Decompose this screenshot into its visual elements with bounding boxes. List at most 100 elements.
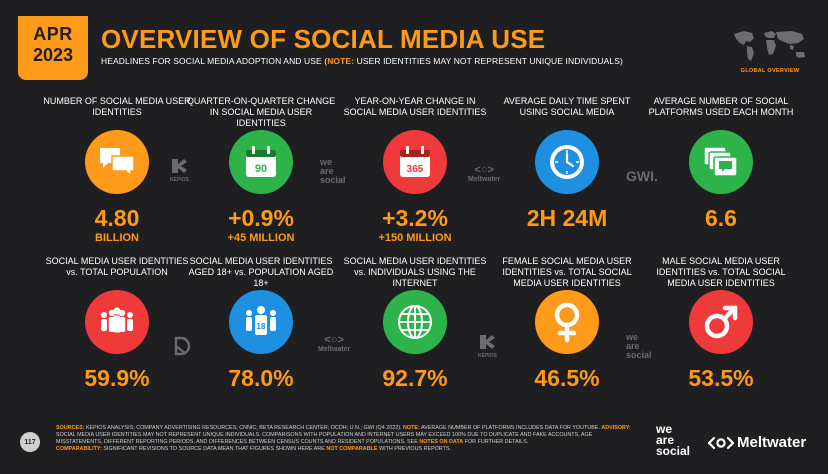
meltwater-text: Meltwater (468, 176, 501, 183)
gwi-logo: GWI. (626, 168, 658, 184)
was-line-1: we (626, 332, 639, 342)
stat-value: 53.5% (688, 365, 754, 391)
meltwater-text: Meltwater (318, 346, 351, 353)
datareportal-logo (172, 334, 192, 358)
stat-subvalue: BILLION (95, 232, 139, 244)
subtitle-note-label: NOTE: (327, 56, 355, 66)
stat-label: AVERAGE NUMBER OF SOCIAL PLATFORMS USED … (648, 96, 794, 117)
advisory-end: FOR FURTHER DETAILS. (463, 439, 529, 445)
logo-line-2: are (656, 433, 675, 447)
subtitle-main: HEADLINES FOR SOCIAL MEDIA ADOPTION AND … (101, 56, 328, 66)
globe-icon (398, 305, 432, 339)
calendar-number: 90 (255, 163, 267, 175)
page-title: OVERVIEW OF SOCIAL MEDIA USE (101, 24, 546, 54)
was-line-3: social (626, 350, 652, 360)
speech-bubbles-icon (100, 148, 135, 178)
page-number: 117 (20, 432, 40, 452)
kepios-text: KEPIOS (478, 353, 497, 359)
comparability-label: COMPARABILITY: (56, 446, 102, 452)
stat-card-female: FEMALE SOCIAL MEDIA USER IDENTITIES vs. … (492, 256, 642, 390)
world-map-icon (734, 31, 805, 61)
footer-sources: SOURCES: KEPIOS ANALYSIS; COMPANY ADVERT… (56, 425, 636, 453)
kepios-text: KEPIOS (170, 177, 189, 183)
we-are-social-logo-2: we are social (626, 333, 652, 360)
stat-card-vs-population: SOCIAL MEDIA USER IDENTITIES vs. TOTAL P… (42, 256, 192, 390)
advisory-label: ADVISORY: (601, 425, 631, 431)
stat-icon-circle (689, 130, 753, 194)
stat-icon-circle: 90 (229, 130, 293, 194)
comparability-text: SIGNIFICANT REVISIONS TO SOURCE DATA MEA… (101, 446, 327, 452)
stat-value: 46.5% (534, 365, 600, 391)
map-label: GLOBAL OVERVIEW (740, 68, 800, 74)
was-line-1: we (320, 157, 333, 167)
meltwater-mark-icon: <○> (474, 164, 494, 176)
page-subtitle: HEADLINES FOR SOCIAL MEDIA ADOPTION AND … (101, 56, 623, 66)
stacked-windows-icon (703, 146, 738, 177)
meltwater-logo-2: <○> Meltwater (318, 334, 351, 354)
stat-card-vs-internet: SOCIAL MEDIA USER IDENTITIES vs. INDIVID… (340, 256, 490, 390)
note-label: NOTE: (402, 425, 420, 431)
stat-value: 4.80 (94, 205, 140, 231)
stat-icon-circle (689, 290, 753, 354)
stat-icon-circle: 365 (383, 130, 447, 194)
stat-icon-circle (535, 290, 599, 354)
stat-value: +0.9% (228, 205, 294, 231)
subtitle-note: USER IDENTITIES MAY NOT REPRESENT UNIQUE… (354, 56, 623, 66)
stat-subvalue: +45 MILLION (227, 232, 295, 244)
stat-value: 92.7% (382, 365, 448, 391)
was-line-3: social (320, 175, 346, 185)
kepios-logo: KEPIOS (170, 158, 189, 185)
footer-meltwater-logo: Meltwater (708, 434, 806, 451)
stat-label: SOCIAL MEDIA USER IDENTITIES AGED 18+ vs… (188, 256, 334, 288)
date-badge: APR 2023 (18, 16, 88, 80)
logo-line-3: social (656, 444, 691, 458)
kepios-mark-icon (172, 159, 188, 173)
stat-label: QUARTER-ON-QUARTER CHANGE IN SOCIAL MEDI… (186, 96, 336, 128)
logo-line-1: we (656, 422, 673, 436)
stat-card-platforms: AVERAGE NUMBER OF SOCIAL PLATFORMS USED … (646, 96, 796, 230)
stat-label: SOCIAL MEDIA USER IDENTITIES vs. INDIVID… (343, 256, 487, 288)
stat-label: NUMBER OF SOCIAL MEDIA USER IDENTITIES (43, 96, 191, 117)
stat-card-male: MALE SOCIAL MEDIA USER IDENTITIES vs. TO… (646, 256, 796, 390)
stat-card-18plus: SOCIAL MEDIA USER IDENTITIES AGED 18+ vs… (186, 256, 336, 390)
stat-card-daily-time: AVERAGE DAILY TIME SPENT USING SOCIAL ME… (492, 96, 642, 230)
was-line-2: are (320, 166, 334, 176)
we-are-social-logo: we are social (320, 158, 346, 185)
meltwater-mark-icon (708, 436, 734, 449)
stat-label: AVERAGE DAILY TIME SPENT USING SOCIAL ME… (503, 96, 631, 117)
stat-card-yoy-change: YEAR-ON-YEAR CHANGE IN SOCIAL MEDIA USER… (340, 96, 490, 245)
advisory-text: SOCIAL MEDIA USER IDENTITIES MAY NOT REP… (56, 432, 593, 445)
comparability-end: WITH PREVIOUS REPORTS. (377, 446, 452, 452)
sources-text: KEPIOS ANALYSIS; COMPANY ADVERTISING RES… (84, 425, 403, 431)
kepios-mark-icon (480, 335, 496, 349)
notes-on-data-link[interactable]: NOTES ON DATA (419, 439, 464, 445)
calendar-365-icon: 365 (400, 146, 430, 177)
was-line-2: are (626, 341, 640, 351)
age-number: 18 (257, 322, 266, 331)
date-month: APR (33, 24, 73, 44)
stat-icon-circle (383, 290, 447, 354)
stat-card-qoq-change: QUARTER-ON-QUARTER CHANGE IN SOCIAL MEDI… (186, 96, 336, 245)
stat-value: 2H 24M (526, 205, 608, 231)
adults-18-icon: 18 (246, 306, 276, 335)
stat-card-user-identities: NUMBER OF SOCIAL MEDIA USER IDENTITIES 4… (42, 96, 192, 245)
stat-label: YEAR-ON-YEAR CHANGE IN SOCIAL MEDIA USER… (343, 96, 487, 117)
datareportal-mark-icon (174, 336, 191, 356)
stat-subvalue: +150 MILLION (378, 232, 452, 244)
stat-value: +3.2% (382, 205, 448, 231)
stat-icon-circle (85, 290, 149, 354)
not-comparable-text: NOT COMPARABLE (326, 446, 378, 452)
stat-label: MALE SOCIAL MEDIA USER IDENTITIES vs. TO… (656, 256, 786, 288)
stat-value: 78.0% (228, 365, 294, 391)
stat-icon-circle (85, 130, 149, 194)
calendar-90-icon: 90 (246, 146, 276, 177)
stat-value: 59.9% (84, 365, 150, 391)
meltwater-mark-icon: <○> (324, 334, 344, 346)
calendar-number: 365 (407, 164, 424, 175)
meltwater-logo: <○> Meltwater (468, 164, 501, 184)
date-year: 2023 (32, 45, 74, 65)
meltwater-wordmark: Meltwater (737, 434, 807, 451)
stat-icon-circle (535, 130, 599, 194)
sources-label: SOURCES: (56, 425, 85, 431)
